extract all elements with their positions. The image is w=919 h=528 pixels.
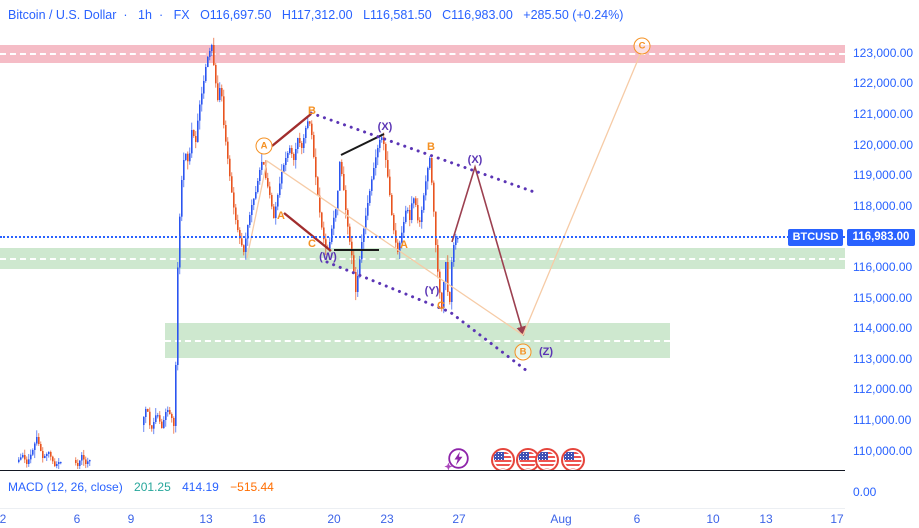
time-tick-label: 13 xyxy=(759,512,773,526)
wave-label-b[interactable]: B xyxy=(308,105,316,117)
flag-canton xyxy=(494,451,504,460)
time-tick-label: 27 xyxy=(452,512,466,526)
time-tick-label: 2 xyxy=(0,512,7,526)
time-tick-label: 23 xyxy=(380,512,394,526)
interval-label[interactable]: 1h xyxy=(138,8,152,22)
price-axis[interactable]: 123,000.00 122,000.00 121,000.00 120,000.00… xyxy=(845,0,919,528)
wave-label-c[interactable]: C xyxy=(437,300,445,312)
macd-signal-value: −515.44 xyxy=(230,480,274,494)
separator-dot: · xyxy=(158,8,164,22)
price-tick-label: 123,000.00 xyxy=(853,45,914,60)
wave-label-a[interactable]: A xyxy=(255,137,273,155)
projection-path[interactable] xyxy=(246,49,643,336)
price-tick-label: 120,000.00 xyxy=(853,137,914,152)
candles-layer xyxy=(18,37,459,469)
candlestick-chart[interactable] xyxy=(0,0,845,471)
price-tick-label: 121,000.00 xyxy=(853,107,914,122)
wave-label-b[interactable]: B xyxy=(427,141,435,153)
ohlc-low: L116,581.50 xyxy=(363,8,432,22)
pane-separator[interactable] xyxy=(0,470,919,471)
symbol-price-tag: BTCUSD xyxy=(788,229,843,246)
symbol-title[interactable]: Bitcoin / U.S. Dollar xyxy=(8,8,117,22)
ohlc-high: H117,312.00 xyxy=(281,8,353,22)
separator-dot: · xyxy=(123,8,128,22)
flag-canton xyxy=(519,451,529,460)
time-tick-label: 6 xyxy=(633,512,641,526)
time-tick-label: 9 xyxy=(127,512,135,526)
price-tick-label: 119,000.00 xyxy=(853,168,913,183)
wave-label-x[interactable]: (X) xyxy=(467,154,483,166)
exchange-label: FX xyxy=(173,8,190,22)
macd-indicator-title[interactable]: MACD (12, 26, close) xyxy=(8,480,123,494)
wave-label-x[interactable]: (X) xyxy=(377,121,393,133)
price-tick-label: 115,000.00 xyxy=(853,290,913,305)
price-tick-label: 112,000.00 xyxy=(853,382,913,397)
elliott-wave-labels-layer: A B A C (W) (X) B (X) A (Y) C B (Z) C xyxy=(255,37,651,361)
price-tick-label: 118,000.00 xyxy=(853,198,913,213)
chart-pane[interactable]: A B A C (W) (X) B (X) A (Y) C B (Z) C xyxy=(0,0,845,471)
flash-boost-icon[interactable] xyxy=(443,446,471,471)
wave-label-b[interactable]: B xyxy=(514,343,532,361)
current-price-tag: 116,983.00 xyxy=(847,229,915,246)
price-tick-label: 113,000.00 xyxy=(853,351,913,366)
wave-label-c[interactable]: C xyxy=(633,37,651,55)
macd-line-value: 414.19 xyxy=(182,480,219,494)
price-tick-label: 122,000.00 xyxy=(853,76,914,91)
time-tick-label: 10 xyxy=(706,512,720,526)
price-tick-label: 114,000.00 xyxy=(853,321,913,336)
us-flag-event-icon[interactable] xyxy=(491,448,515,471)
flag-canton xyxy=(538,451,548,460)
price-tick-label: 110,000.00 xyxy=(853,443,913,458)
supply-zone-midline xyxy=(0,53,845,55)
drawings-layer[interactable] xyxy=(246,49,643,373)
wave-label-a[interactable]: A xyxy=(277,210,285,222)
wave-label-w[interactable]: (W) xyxy=(319,251,337,263)
wave-label-a[interactable]: A xyxy=(400,239,408,251)
zones-layer xyxy=(0,45,845,358)
price-change: +285.50 (+0.24%) xyxy=(523,8,624,22)
price-tick-label: 111,000.00 xyxy=(853,413,912,428)
time-tick-label: 13 xyxy=(199,512,213,526)
wave-c-line[interactable] xyxy=(283,212,332,252)
demand-zone-upper-midline xyxy=(0,257,845,260)
flag-canton xyxy=(564,451,574,460)
forecast-zigzag[interactable] xyxy=(451,164,526,337)
time-tick-label: Aug xyxy=(550,512,572,526)
time-axis[interactable]: 2 6 9 13 16 20 23 27 Aug 6 10 13 17 xyxy=(0,509,845,528)
wave-label-y[interactable]: (Y) xyxy=(424,285,440,297)
wave-label-z[interactable]: (Z) xyxy=(538,346,554,358)
time-tick-label: 6 xyxy=(73,512,81,526)
ohlc-open: O116,697.50 xyxy=(200,8,272,22)
demand-zone-lower-midline xyxy=(165,339,670,342)
us-flag-event-icon[interactable] xyxy=(535,448,559,471)
wave-label-c[interactable]: C xyxy=(308,238,316,250)
macd-histogram-value: 201.25 xyxy=(134,480,171,494)
symbol-info-bar[interactable]: Bitcoin / U.S. Dollar · 1h · FX O116,697.5… xyxy=(8,8,630,28)
macd-zero-label: 0.00 xyxy=(853,485,877,499)
time-axis-separator xyxy=(0,508,845,509)
current-price-line xyxy=(0,236,845,238)
channel-lower-dotted[interactable] xyxy=(325,260,529,373)
time-tick-label: 16 xyxy=(252,512,266,526)
wave-a-line[interactable] xyxy=(271,113,312,147)
price-tick-label: 116,000.00 xyxy=(853,260,913,275)
channel-upper-dotted[interactable] xyxy=(309,111,539,195)
demand-zone-lower xyxy=(165,323,670,358)
time-tick-label: 17 xyxy=(830,512,844,526)
macd-pane[interactable]: MACD (12, 26, close) 201.25 414.19 −515.… xyxy=(0,472,845,508)
time-tick-label: 20 xyxy=(327,512,341,526)
us-flag-event-icon[interactable] xyxy=(561,448,585,471)
demand-zone-upper xyxy=(0,248,845,269)
macd-legend: MACD (12, 26, close) 201.25 414.19 −515.… xyxy=(8,480,274,494)
ohlc-close: C116,983.00 xyxy=(442,8,513,22)
